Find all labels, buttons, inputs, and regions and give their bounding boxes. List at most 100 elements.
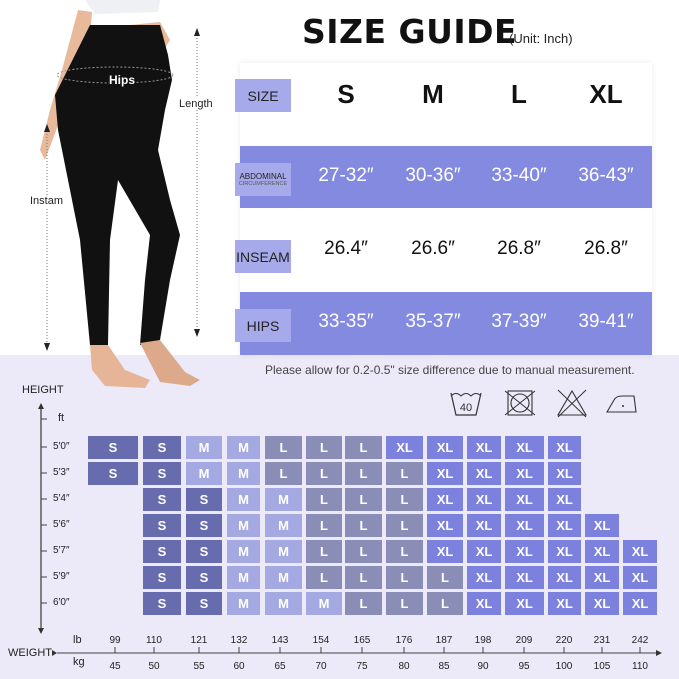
size-header-l: L: [511, 79, 527, 109]
size-cell-xl: XL: [623, 592, 657, 615]
size-cell-xl: XL: [623, 566, 657, 589]
size-cell-l: L: [386, 514, 423, 537]
size-cell-s: S: [143, 436, 181, 459]
iron-low-heat-icon: [606, 395, 637, 413]
size-cell-xl: XL: [585, 566, 619, 589]
inseam-m: 26.6″: [411, 238, 455, 259]
size-cell-xl: XL: [623, 540, 657, 563]
size-cell-xl: XL: [505, 540, 544, 563]
size-cell-xl: XL: [467, 436, 501, 459]
size-cell-xl: XL: [548, 566, 581, 589]
size-cell-l: L: [345, 514, 382, 537]
size-cell-xl: XL: [548, 462, 581, 485]
weight-axis-label: WEIGHT: [8, 647, 52, 659]
size-cell-xl: XL: [467, 462, 501, 485]
size-cell-l: L: [306, 488, 342, 511]
measurement-note: Please allow for 0.2-0.5" size differenc…: [265, 363, 635, 377]
size-cell-s: S: [143, 514, 181, 537]
inseam-l: 26.8″: [497, 238, 541, 259]
size-cell-l: L: [306, 514, 342, 537]
height-unit-label: ft: [58, 412, 65, 424]
lb-tick-label: 165: [353, 635, 371, 646]
wash-40-icon: 40: [450, 392, 482, 416]
size-cell-m: M: [306, 592, 342, 615]
size-cell-m: M: [227, 436, 260, 459]
do-not-bleach-icon: [557, 389, 587, 418]
hips-m: 35-37″: [405, 311, 461, 332]
size-cell-xl: XL: [427, 462, 463, 485]
kg-tick-label: 95: [518, 661, 530, 672]
hips-label: Hips: [109, 73, 136, 87]
lb-unit-label: lb: [73, 634, 82, 646]
size-cell-s: S: [88, 462, 138, 485]
size-header-xl: XL: [589, 79, 623, 109]
kg-tick-label: 75: [356, 661, 368, 672]
size-label-text: SIZE: [247, 87, 279, 104]
kg-tick-label: 100: [555, 661, 573, 672]
size-cell-xl: XL: [427, 488, 463, 511]
page-title: SIZE GUIDE: [302, 12, 518, 51]
height-tick-label: 5′4″: [53, 493, 70, 504]
size-cell-xl: XL: [548, 488, 581, 511]
height-axis-label: HEIGHT: [22, 384, 64, 396]
size-cell-l: L: [386, 566, 423, 589]
height-tick-label: 5′6″: [53, 519, 70, 530]
size-cell-xl: XL: [585, 514, 619, 537]
lb-tick-label: 198: [474, 635, 492, 646]
abdominal-label-text: ABDOMINAL: [239, 172, 287, 181]
size-cell-m: M: [265, 592, 302, 615]
size-cell-m: M: [227, 514, 260, 537]
leggings-model-illustration: [40, 0, 200, 388]
lb-tick-label: 209: [515, 635, 533, 646]
size-cell-m: M: [265, 566, 302, 589]
size-cell-m: M: [227, 462, 260, 485]
size-cell-l: L: [345, 540, 382, 563]
inseam-label-text: INSEAM: [236, 248, 290, 265]
size-cell-xl: XL: [505, 436, 544, 459]
size-cell-xl: XL: [505, 566, 544, 589]
abdominal-row-band: [240, 146, 652, 208]
size-cell-m: M: [227, 566, 260, 589]
size-cell-l: L: [306, 462, 342, 485]
abdominal-m: 30-36″: [405, 165, 461, 186]
size-cell-l: L: [306, 566, 342, 589]
kg-unit-label: kg: [73, 656, 85, 668]
inseam-label: Instam: [30, 195, 64, 207]
size-cell-m: M: [265, 488, 302, 511]
size-cell-l: L: [386, 592, 423, 615]
lb-tick-label: 110: [146, 635, 162, 646]
size-header-m: M: [422, 79, 444, 109]
kg-tick-label: 110: [632, 661, 648, 672]
size-cell-l: L: [306, 436, 342, 459]
size-cell-xl: XL: [467, 488, 501, 511]
size-cell-l: L: [345, 462, 382, 485]
inseam-s: 26.4″: [324, 238, 368, 259]
hips-l: 37-39″: [491, 311, 547, 332]
size-cell-s: S: [186, 514, 222, 537]
wash-temperature-text: 40: [460, 402, 472, 414]
kg-tick-label: 105: [593, 661, 611, 672]
circumference-label-text: CIRCUMFERENCE: [238, 181, 288, 187]
size-cell-xl: XL: [427, 540, 463, 563]
size-cell-s: S: [186, 540, 222, 563]
abdominal-l: 33-40″: [491, 165, 547, 186]
hips-xl: 39-41″: [578, 311, 634, 332]
abdominal-row-label: ABDOMINAL CIRCUMFERENCE: [235, 163, 291, 196]
kg-tick-label: 55: [193, 661, 205, 672]
size-cell-xl: XL: [386, 436, 423, 459]
kg-tick-label: 85: [438, 661, 450, 672]
size-cell-xl: XL: [548, 514, 581, 537]
height-tick-label: 5′9″: [53, 571, 70, 582]
height-tick-label: 5′3″: [53, 467, 70, 478]
size-cell-m: M: [227, 592, 260, 615]
height-tick-label: 5′0″: [53, 441, 70, 452]
lb-tick-label: 220: [555, 635, 573, 646]
size-cell-m: M: [265, 540, 302, 563]
height-tick-label: 5′7″: [53, 545, 70, 556]
size-cell-l: L: [306, 540, 342, 563]
inseam-row-label: INSEAM: [235, 240, 291, 273]
kg-tick-label: 65: [274, 661, 286, 672]
hips-s: 33-35″: [318, 311, 374, 332]
